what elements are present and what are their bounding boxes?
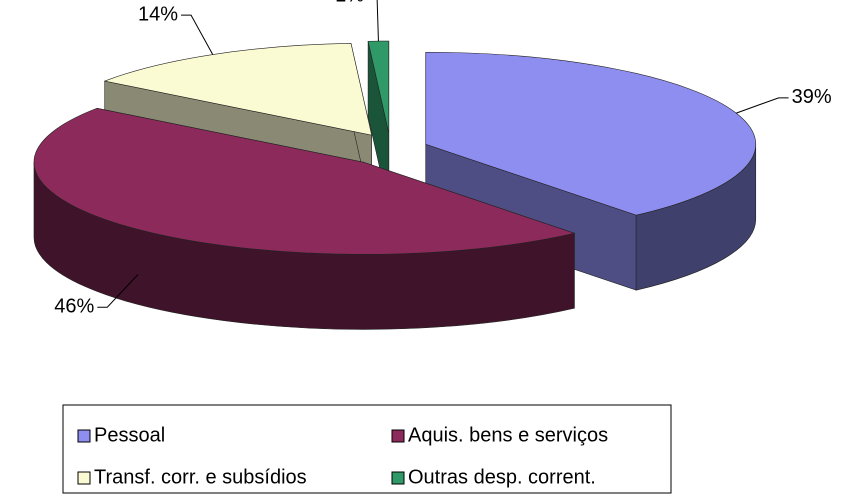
legend-swatch — [77, 429, 91, 443]
legend-label: Pessoal — [94, 424, 165, 446]
data-label: 14% — [138, 3, 178, 25]
legend-swatch — [391, 429, 405, 443]
legend-label: Aquis. bens e serviços — [408, 424, 608, 446]
leader-line — [181, 14, 214, 55]
slice — [33, 107, 576, 255]
legend-swatch — [391, 471, 405, 485]
legend-swatch — [77, 471, 91, 485]
slice — [367, 40, 390, 134]
leader-line — [97, 274, 139, 308]
data-label: 1% — [335, 0, 364, 6]
data-label: 46% — [54, 296, 94, 318]
legend-label: Transf. corr. e subsídios — [94, 466, 307, 488]
leader-line — [736, 97, 789, 114]
slice — [103, 43, 373, 136]
legend-box — [62, 404, 672, 494]
data-label: 39% — [792, 86, 832, 108]
legend-label: Outras desp. corrent. — [408, 466, 596, 488]
leader-line — [376, 0, 379, 42]
